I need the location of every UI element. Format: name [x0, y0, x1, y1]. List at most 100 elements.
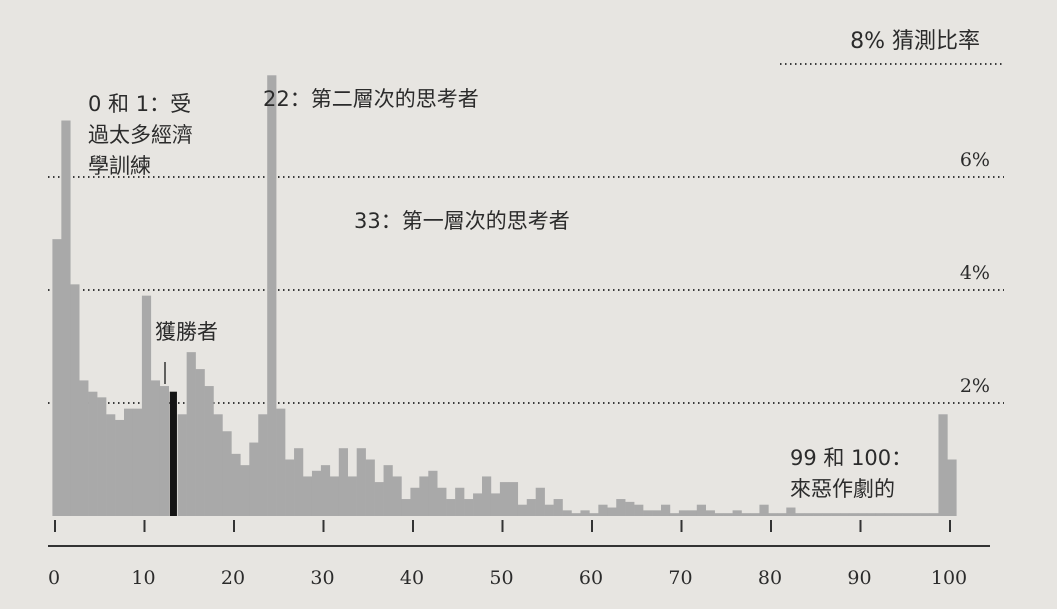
bar-96: [911, 513, 921, 516]
bar-70: [678, 510, 689, 516]
bar-92: [875, 513, 885, 516]
bar-21: [240, 465, 250, 516]
bar-10: [141, 295, 152, 516]
x-tick-label-0: 0: [48, 567, 60, 589]
bar-63: [616, 499, 626, 516]
bar-50: [499, 482, 510, 516]
x-tick-label-50: 50: [489, 567, 513, 589]
bar-75: [723, 513, 733, 516]
bar-69: [669, 513, 680, 516]
bar-12: [159, 386, 169, 516]
x-tick-label-100: 100: [931, 567, 967, 589]
bar-53: [526, 499, 536, 516]
annotation-winner-line-1: 獲勝者: [155, 320, 218, 344]
bar-20: [231, 453, 241, 516]
bar-2: [70, 284, 80, 516]
bar-17: [204, 386, 214, 516]
bar-74: [714, 513, 724, 516]
bar-65: [634, 504, 644, 516]
bar-82: [786, 507, 796, 516]
bar-88: [840, 513, 850, 516]
bar-100: [947, 459, 957, 516]
bar-59: [580, 510, 590, 516]
annotation-ninety-nine-line-1: 99 和 100：: [790, 446, 912, 470]
bar-31: [329, 476, 340, 516]
bar-86: [822, 513, 832, 516]
bar-85: [813, 513, 823, 516]
bar-97: [920, 513, 930, 516]
annotation-zero-one-line-2: 過太多經濟: [88, 123, 193, 147]
bar-33: [347, 476, 357, 516]
bar-68: [661, 504, 671, 516]
bar-42: [428, 470, 438, 516]
bar-89: [848, 513, 859, 516]
bar-23: [258, 414, 268, 516]
bar-66: [643, 510, 653, 516]
x-tick-label-80: 80: [758, 567, 782, 589]
x-tick-label-30: 30: [310, 567, 334, 589]
bar-39: [401, 499, 411, 516]
bar-35: [365, 459, 375, 516]
bar-54: [535, 487, 545, 516]
bar-43: [437, 487, 447, 516]
bar-55: [544, 504, 554, 516]
gridline-label-6: 6%: [960, 149, 990, 171]
bar-19: [222, 431, 232, 516]
bar-52: [517, 504, 527, 516]
bar-3: [79, 380, 89, 516]
bar-78: [750, 513, 760, 516]
bar-64: [625, 501, 635, 516]
annotation-thirty-three-line-1: 33：第一層次的思考者: [354, 209, 570, 233]
bar-11: [150, 380, 161, 516]
bar-81: [777, 513, 787, 516]
bar-40: [410, 487, 420, 516]
bar-48: [482, 476, 492, 516]
bar-27: [294, 448, 304, 516]
bar-32: [338, 448, 348, 516]
bar-0: [52, 239, 62, 516]
bar-94: [893, 513, 903, 516]
gridline-label-2: 2%: [960, 375, 990, 397]
bar-51: [508, 482, 519, 516]
bar-41: [419, 476, 429, 516]
bar-38: [392, 476, 402, 516]
bar-72: [696, 504, 706, 516]
x-tick-label-90: 90: [847, 567, 871, 589]
bar-90: [857, 513, 868, 516]
gridline-label-4: 4%: [960, 262, 990, 284]
bar-76: [732, 510, 742, 516]
bar-45: [455, 487, 465, 516]
bar-73: [705, 510, 715, 516]
bar-91: [866, 513, 877, 516]
bar-8: [124, 408, 134, 516]
bar-99: [938, 414, 948, 516]
annotation-twenty-two-line-1: 22：第二層次的思考者: [263, 87, 479, 111]
bar-67: [652, 510, 662, 516]
y-axis-label: 8% 猜測比率: [850, 29, 980, 54]
bar-57: [562, 510, 572, 516]
bar-15: [186, 352, 196, 516]
bar-18: [213, 414, 223, 516]
x-axis: 0 10 20 30 40 50 60 70 80 90 100: [48, 520, 990, 589]
bar-16: [195, 369, 205, 516]
bar-93: [884, 513, 894, 516]
bar-77: [741, 513, 751, 516]
bar-71: [687, 510, 698, 516]
bar-9: [132, 408, 143, 516]
bar-4: [88, 391, 98, 516]
bar-98: [929, 513, 939, 516]
bar-79: [759, 504, 769, 516]
bar-29: [311, 470, 322, 516]
x-tick-label-60: 60: [579, 567, 603, 589]
bar-34: [356, 448, 366, 516]
annotation-zero-one-line-3: 學訓練: [88, 154, 151, 178]
annotation-ninety-nine-line-2: 來惡作劇的: [790, 477, 895, 501]
bar-24: [267, 75, 277, 517]
bar-14: [177, 414, 187, 516]
bar-58: [571, 513, 581, 516]
x-tick-label-20: 20: [221, 567, 245, 589]
bar-26: [285, 459, 295, 516]
x-tick-label-40: 40: [400, 567, 424, 589]
